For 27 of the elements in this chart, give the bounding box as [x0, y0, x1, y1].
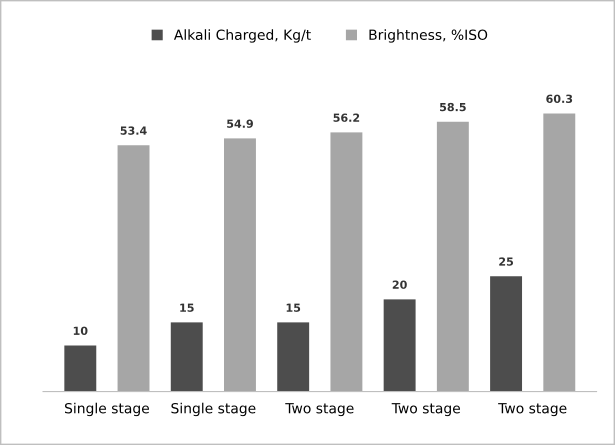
legend-label: Brightness, %ISO	[369, 29, 488, 43]
data-label: 60.3	[546, 94, 572, 103]
data-label: 58.5	[440, 102, 466, 112]
data-label: 54.9	[227, 120, 253, 128]
bar	[170, 322, 203, 392]
bar	[118, 145, 150, 392]
bar	[224, 138, 256, 392]
data-label: 56.2	[334, 113, 360, 122]
bar	[490, 276, 522, 392]
bar	[64, 345, 96, 392]
data-label: 15	[180, 304, 194, 312]
x-tick-label: Two stage	[392, 403, 460, 416]
bar	[543, 113, 576, 392]
data-label: 53.4	[120, 126, 147, 135]
data-label: 10	[74, 326, 88, 335]
x-tick-label: Single stage	[64, 402, 150, 416]
data-label: 20	[392, 280, 407, 289]
x-tick-label: Single stage	[171, 402, 256, 416]
legend-label: Alkali Charged, Kg/t	[174, 29, 311, 43]
x-tick-label: Two stage	[285, 403, 354, 416]
data-label: 15	[286, 304, 300, 312]
data-label: 25	[499, 257, 514, 266]
bar	[436, 122, 469, 392]
x-tick-label: Two stage	[498, 403, 566, 416]
bar	[277, 322, 310, 392]
bar	[384, 299, 416, 392]
bar	[330, 132, 362, 392]
